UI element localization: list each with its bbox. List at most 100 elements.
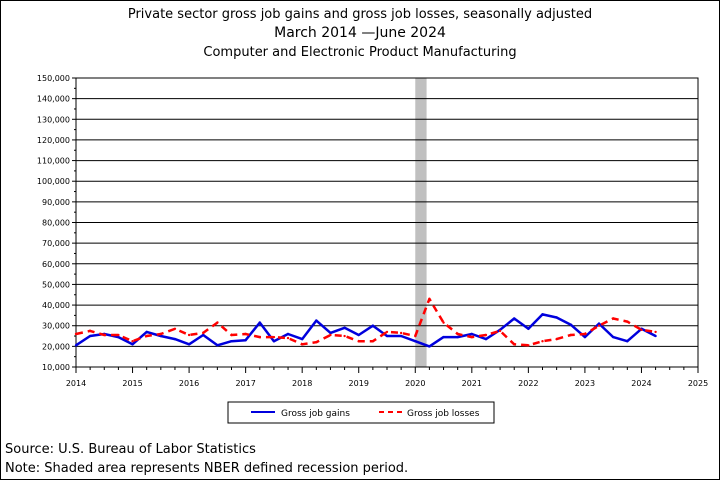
data-point-losses [357, 339, 360, 343]
series-gross-job-losses [75, 297, 656, 347]
data-point-losses [117, 333, 120, 337]
data-point-losses [329, 333, 332, 337]
data-point-losses [513, 343, 516, 346]
data-point-losses [258, 335, 261, 339]
legend-item-gains-label: Gross job gains [281, 409, 350, 419]
data-point-losses [654, 330, 657, 334]
y-tick-label: 40,000 [42, 301, 70, 310]
data-point-gains [244, 338, 247, 342]
data-point-losses [202, 331, 205, 335]
data-point-gains [583, 335, 587, 339]
data-point-losses [173, 327, 177, 331]
data-point-gains [357, 333, 360, 337]
data-point-gains [145, 330, 148, 334]
data-point-losses [343, 334, 346, 338]
data-point-gains [74, 344, 78, 347]
data-point-gains [611, 335, 615, 339]
data-point-gains [654, 334, 657, 338]
data-point-gains [399, 334, 403, 338]
data-point-gains [470, 332, 474, 336]
data-point-gains [187, 343, 191, 346]
legend: Gross job gains Gross job losses [227, 401, 495, 424]
source-note: Source: U.S. Bureau of Labor Statistics [5, 442, 256, 457]
data-point-losses [315, 341, 318, 344]
data-point-gains [88, 334, 92, 338]
y-tick-label: 150,000 [37, 74, 70, 83]
data-point-losses [88, 329, 92, 333]
data-point-gains [159, 334, 163, 338]
data-point-gains [202, 333, 205, 337]
data-point-losses [414, 334, 417, 338]
x-tick-label: 2022 [518, 379, 538, 388]
data-point-losses [527, 344, 530, 347]
data-point-losses [131, 339, 134, 343]
y-tick-label: 80,000 [42, 219, 70, 228]
data-point-losses [74, 332, 78, 336]
y-tick-label: 90,000 [42, 198, 70, 207]
data-point-gains [258, 321, 261, 324]
data-point-gains [456, 335, 459, 339]
data-point-gains [216, 344, 219, 347]
data-point-gains [569, 323, 572, 326]
data-point-losses [611, 317, 615, 320]
y-tick-label: 10,000 [42, 363, 70, 372]
x-tick-label: 2015 [122, 379, 142, 388]
data-point-gains [329, 331, 332, 335]
data-point-gains [117, 335, 120, 339]
y-tick-label: 120,000 [37, 136, 70, 145]
y-tick-label: 50,000 [42, 280, 70, 289]
data-point-losses [569, 333, 572, 337]
data-point-losses [244, 332, 247, 336]
chart-title: Private sector gross job gains and gross… [127, 7, 593, 22]
data-point-gains [626, 339, 629, 343]
data-point-losses [640, 328, 643, 332]
data-point-losses [103, 333, 106, 337]
data-point-losses [286, 336, 290, 340]
y-tick-label: 100,000 [37, 177, 70, 186]
data-point-losses [399, 331, 403, 335]
data-point-gains [414, 339, 417, 343]
data-point-losses [498, 329, 502, 333]
data-point-gains [315, 319, 318, 322]
data-point-losses [159, 332, 163, 336]
series-gross-job-gains [75, 313, 657, 348]
x-tick-label: 2018 [292, 379, 312, 388]
recession-note: Note: Shaded area represents NBER define… [5, 461, 409, 476]
x-tick-label: 2019 [349, 379, 369, 388]
data-point-gains [484, 337, 488, 341]
data-point-losses [597, 324, 601, 327]
chart-date-range: March 2014 —June 2024 [274, 25, 446, 41]
data-point-gains [371, 324, 375, 327]
data-point-losses [626, 320, 629, 323]
data-point-gains [555, 316, 558, 319]
y-tick-label: 60,000 [42, 260, 70, 269]
x-tick-label: 2016 [179, 379, 199, 388]
data-point-gains [527, 327, 530, 331]
x-tick-label: 2020 [405, 379, 425, 388]
data-point-losses [230, 333, 233, 337]
line-chart: 10,000 20,000 30,000 40,000 50,000 60,000 70,0… [37, 74, 708, 424]
data-point-losses [442, 321, 445, 324]
x-tick-label: 2017 [235, 379, 255, 388]
data-point-gains [385, 334, 389, 338]
data-point-gains [230, 339, 233, 343]
x-tick-label: 2014 [66, 379, 86, 388]
data-point-gains [442, 335, 445, 339]
data-point-losses [555, 337, 558, 341]
data-point-gains [597, 322, 601, 325]
y-tick-label: 20,000 [42, 342, 70, 351]
data-point-losses [583, 332, 587, 336]
y-tick-label: 130,000 [37, 115, 70, 124]
data-point-gains [428, 345, 431, 348]
data-point-gains [300, 337, 304, 341]
data-point-losses [371, 339, 375, 343]
data-point-gains [513, 317, 516, 320]
x-tick-label: 2021 [462, 379, 482, 388]
x-tick-label: 2025 [688, 379, 708, 388]
y-tick-label: 30,000 [42, 322, 70, 331]
chart-industry-subtitle: Computer and Electronic Product Manufact… [203, 45, 517, 60]
data-point-losses [428, 297, 431, 301]
x-tick-label: 2024 [631, 379, 651, 388]
data-point-gains [541, 313, 544, 316]
data-point-losses [456, 332, 459, 336]
